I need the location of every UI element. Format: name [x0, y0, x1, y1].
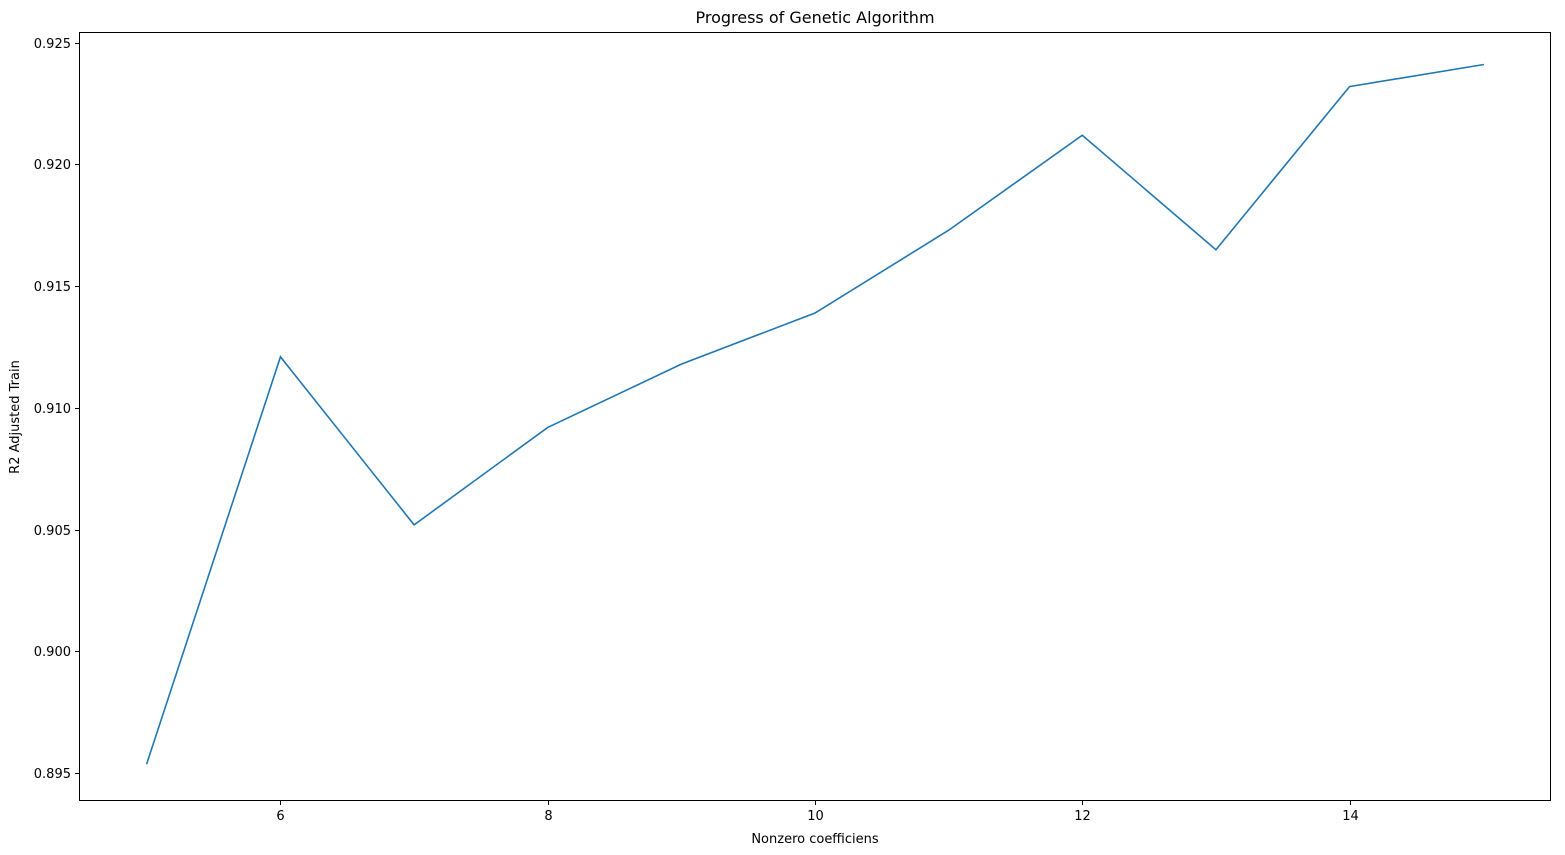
- y-tick-label: 0.900: [34, 645, 71, 660]
- plot-area-frame: [79, 32, 1551, 801]
- ticks-layer: 6 8 10 12 14 0.895 0.900 0.905 0.910 0.915 0.920 0.…: [34, 37, 1359, 824]
- series-line: [145, 63, 1485, 765]
- y-axis-title: R2 Adjusted Train: [8, 360, 23, 474]
- x-tick-label: 12: [1074, 809, 1091, 824]
- chart-title: Progress of Genetic Algorithm: [695, 8, 934, 27]
- x-tick-label: 10: [807, 809, 824, 824]
- series-layer: [145, 63, 1485, 765]
- y-tick-label: 0.925: [34, 37, 71, 52]
- x-tick-label: 6: [276, 809, 284, 824]
- y-tick-label: 0.895: [34, 767, 71, 782]
- y-tick-label: 0.915: [34, 280, 71, 295]
- y-tick-label: 0.920: [34, 158, 71, 173]
- x-axis-title: Nonzero coefficiens: [751, 832, 879, 847]
- y-tick-label: 0.905: [34, 524, 71, 539]
- x-tick-label: 14: [1342, 809, 1359, 824]
- x-tick-label: 8: [544, 809, 552, 824]
- y-tick-label: 0.910: [34, 402, 71, 417]
